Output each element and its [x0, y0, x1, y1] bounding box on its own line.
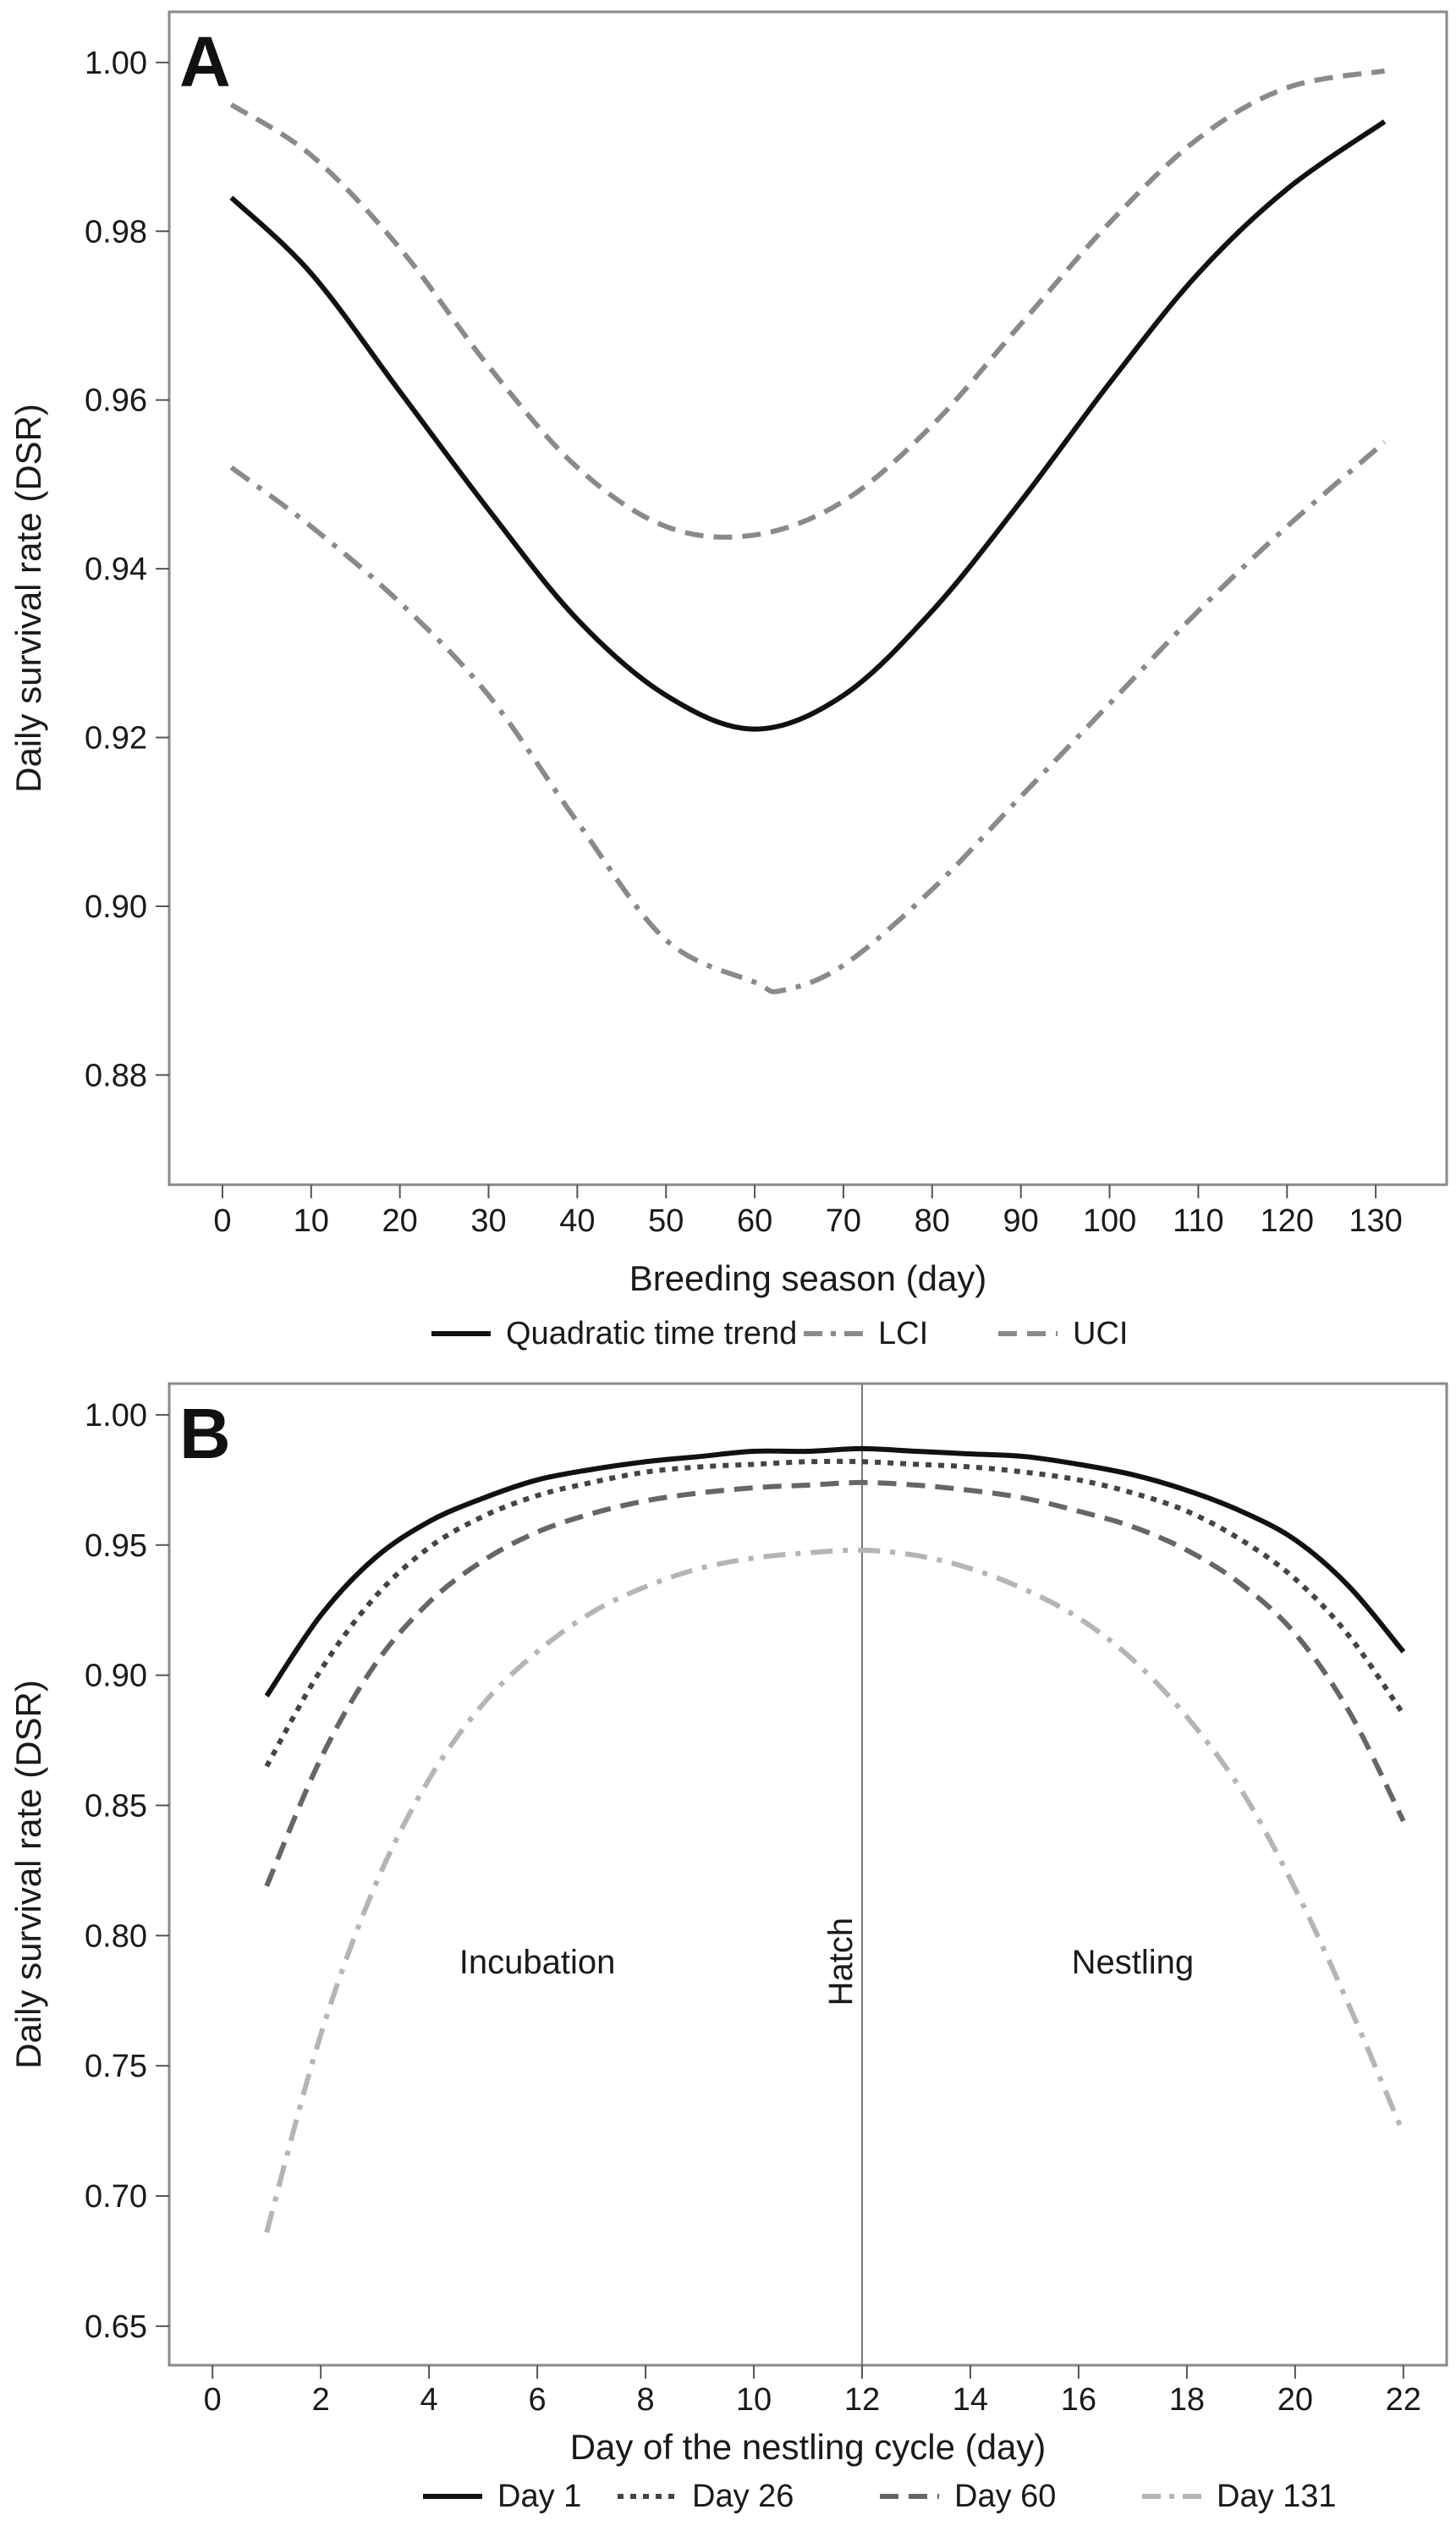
x-tick-label: 120 — [1261, 1203, 1314, 1239]
x-tick-label: 8 — [636, 2382, 654, 2418]
x-tick-label: 130 — [1349, 1203, 1402, 1239]
y-tick-label: 0.90 — [85, 889, 147, 925]
legend-label: Day 1 — [497, 2479, 581, 2514]
x-tick-label: 40 — [559, 1203, 595, 1239]
series-line-day-60 — [264, 1479, 1406, 1887]
legend-label: Quadratic time trend — [506, 1316, 797, 1351]
panel-b-frame — [168, 1382, 1448, 2367]
series-line-uci — [229, 68, 1386, 540]
x-tick-label: 10 — [736, 2382, 772, 2418]
x-tick-label: 20 — [382, 1203, 417, 1239]
x-tick-label: 60 — [737, 1203, 772, 1239]
panel-b-hatch-marker: Hatch — [822, 1384, 863, 2365]
x-tick-label: 12 — [844, 2382, 880, 2418]
y-tick-label: 0.88 — [85, 1058, 147, 1093]
y-tick-label: 0.98 — [85, 214, 147, 250]
panel-b-y-ticks: 0.65 0.70 0.75 0.80 0.85 0.90 0.95 1.00 — [85, 1398, 169, 2345]
x-tick-label: 6 — [529, 2382, 547, 2418]
hatch-label: Hatch — [822, 1918, 860, 2006]
panel-a-series — [229, 68, 1387, 994]
x-tick-label: 10 — [294, 1203, 329, 1239]
panel-b: B Hatch 0 2 4 6 8 10 12 14 16 18 20 22 0.65 0.70 0.75… — [8, 1382, 1448, 2514]
y-tick-label: 1.00 — [85, 46, 147, 81]
x-tick-label: 70 — [826, 1203, 861, 1239]
legend-label: UCI — [1073, 1316, 1128, 1351]
y-tick-label: 0.90 — [85, 1659, 147, 1694]
series-line-day-131 — [264, 1547, 1406, 2233]
panel-b-x-ticks: 0 2 4 6 8 10 12 14 16 18 20 22 — [204, 2365, 1421, 2418]
panel-b-annotations: Incubation Nestling — [459, 1944, 1194, 1981]
panel-a-y-axis-title: Daily survival rate (DSR) — [8, 404, 48, 793]
x-tick-label: 4 — [420, 2382, 438, 2418]
x-tick-label: 16 — [1061, 2382, 1096, 2418]
legend-label: LCI — [878, 1316, 928, 1351]
x-tick-label: 18 — [1169, 2382, 1205, 2418]
y-tick-label: 1.00 — [85, 1398, 147, 1434]
panel-a-frame — [168, 10, 1448, 1186]
panel-b-y-axis-title: Daily survival rate (DSR) — [8, 1680, 48, 2069]
panel-b-x-axis-title: Day of the nestling cycle (day) — [570, 2427, 1047, 2467]
panel-a-y-ticks: 0.88 0.90 0.92 0.94 0.96 0.98 1.00 — [85, 46, 169, 1093]
y-tick-label: 0.80 — [85, 1918, 147, 1954]
panel-b-legend: Day 1 Day 26 Day 60 Day 131 — [423, 2479, 1337, 2514]
panel-a-x-ticks: 0 10 20 30 40 50 60 70 80 90 100 110 120 130 — [213, 1185, 1403, 1239]
x-tick-label: 80 — [915, 1203, 950, 1239]
panel-a-x-axis-title: Breeding season (day) — [629, 1258, 987, 1298]
series-line-day-1 — [264, 1445, 1406, 1698]
x-tick-label: 0 — [213, 1203, 231, 1239]
legend-label: Day 26 — [692, 2479, 794, 2514]
y-tick-label: 0.75 — [85, 2049, 147, 2084]
panel-a: A 0 10 20 30 40 50 60 70 80 90 100 110 120 130 0.880.… — [8, 10, 1448, 1351]
series-line-day-26 — [264, 1458, 1406, 1768]
panel-a-letter: A — [179, 22, 231, 102]
x-tick-label: 30 — [470, 1203, 506, 1239]
region-label: Nestling — [1072, 1944, 1195, 1981]
y-tick-label: 0.94 — [85, 552, 147, 587]
legend-label: Day 60 — [954, 2479, 1056, 2514]
y-tick-label: 0.70 — [85, 2179, 147, 2215]
region-label: Incubation — [459, 1944, 616, 1981]
x-tick-label: 22 — [1386, 2382, 1421, 2418]
y-tick-label: 0.92 — [85, 721, 147, 757]
x-tick-label: 90 — [1003, 1203, 1039, 1239]
x-tick-label: 0 — [204, 2382, 222, 2418]
legend-label: Day 131 — [1217, 2479, 1337, 2514]
y-tick-label: 0.65 — [85, 2309, 147, 2345]
panel-b-letter: B — [179, 1394, 231, 1473]
y-tick-label: 0.95 — [85, 1528, 147, 1564]
panel-b-series — [264, 1445, 1406, 2233]
x-tick-label: 20 — [1277, 2382, 1313, 2418]
x-tick-label: 110 — [1173, 1203, 1224, 1239]
x-tick-label: 100 — [1083, 1203, 1136, 1239]
x-tick-label: 14 — [953, 2382, 988, 2418]
x-tick-label: 2 — [312, 2382, 330, 2418]
x-tick-label: 50 — [648, 1203, 684, 1239]
series-line-lci — [229, 440, 1387, 994]
y-tick-label: 0.96 — [85, 383, 147, 419]
series-line-quadratic-time-trend — [229, 119, 1387, 732]
panel-a-legend: Quadratic time trend LCI UCI — [431, 1316, 1128, 1351]
y-tick-label: 0.85 — [85, 1788, 147, 1824]
